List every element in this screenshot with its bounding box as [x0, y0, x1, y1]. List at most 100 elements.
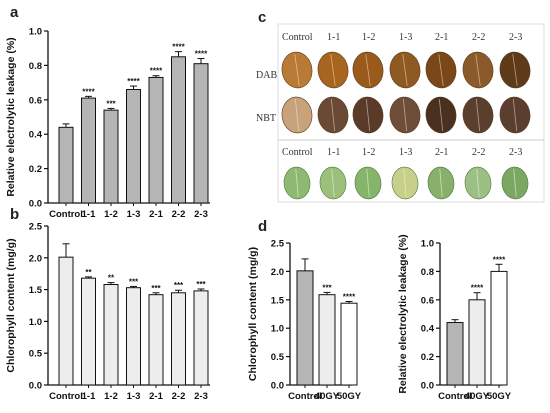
leaf-midrib — [513, 169, 517, 197]
leaf-midrib — [475, 54, 481, 86]
leaf-midrib — [403, 169, 407, 197]
bar — [340, 302, 358, 386]
chart-b: 0.0 0.5 1.0 1.5 2.0 2.5 Chlorophyll content (m… — [5, 222, 210, 402]
x-tick-label: 2-1 — [149, 209, 163, 220]
y-tick-label: 0.2 — [29, 164, 42, 175]
significance-label: *** — [151, 284, 161, 293]
y-tick-label: 1.5 — [29, 285, 43, 296]
y-tick-label: 0.2 — [421, 352, 434, 363]
y-tick-label: 0.6 — [421, 295, 434, 306]
x-tick-label: 2-3 — [194, 209, 208, 220]
y-tick-label: 1.0 — [29, 317, 42, 328]
significance-label: **** — [127, 77, 140, 86]
bar — [58, 126, 74, 204]
bar — [193, 63, 209, 204]
leaf-midrib — [294, 99, 300, 131]
x-tick-label: 1-3 — [127, 209, 141, 220]
photo-column-label: 1-1 — [327, 147, 340, 158]
leaf-midrib — [475, 99, 481, 131]
chart-d1: 0.0 0.5 1.0 1.5 2.0 2.5 Chlorophyll content (m… — [247, 239, 362, 403]
x-tick-label: 1-2 — [104, 209, 118, 220]
photo-column-label: 2-1 — [435, 147, 448, 158]
photo-column-label: 1-3 — [399, 32, 412, 43]
photo-column-label: 2-1 — [435, 32, 448, 43]
leaf-midrib — [512, 54, 518, 86]
chart-a: 0.0 0.2 0.4 0.6 0.8 1.0 Relative electrolytic … — [5, 27, 210, 220]
leaf-midrib — [365, 54, 371, 86]
photo-column-label: 1-3 — [399, 147, 412, 158]
bar — [468, 299, 486, 386]
x-tick-label: 2-2 — [172, 391, 186, 402]
y-tick-label: 2.0 — [271, 267, 284, 278]
leaf-midrib — [402, 99, 408, 131]
x-tick-label: 40GY — [465, 391, 490, 402]
photo-row-label-nbt: NBT — [256, 113, 276, 124]
y-tick-label: 1.0 — [29, 27, 42, 38]
y-tick-label: 0.0 — [29, 381, 42, 392]
x-tick-label: 1-1 — [82, 391, 96, 402]
bar — [148, 294, 164, 386]
leaf-midrib — [366, 169, 370, 197]
leaf-midrib — [476, 169, 480, 197]
leaf-midrib — [365, 99, 371, 131]
panel-label-d: d — [258, 218, 268, 235]
bar — [126, 287, 141, 386]
x-tick-label: 2-2 — [172, 209, 186, 220]
y-tick-label: 0.8 — [29, 61, 42, 72]
y-tick-label: 0.8 — [421, 267, 434, 278]
bar — [103, 284, 119, 386]
significance-label: **** — [195, 50, 208, 59]
significance-label: ** — [85, 268, 92, 277]
x-tick-label: Control — [49, 209, 83, 220]
x-tick-label: 1-3 — [127, 391, 141, 402]
y-tick-label: 0.0 — [271, 381, 284, 392]
photo-row-label-dab: DAB — [256, 70, 277, 81]
x-tick-label: Control — [288, 391, 322, 402]
photo-column-label: 2-3 — [509, 32, 522, 43]
leaf-midrib — [330, 99, 336, 131]
leaf-photo-panel: Control 1-1 1-2 1-3 2-1 2-2 2-3 DAB NBT Control 1-… — [256, 23, 545, 203]
bar — [193, 290, 209, 386]
y-tick-label: 2.5 — [271, 239, 285, 250]
x-tick-label: 2-3 — [194, 391, 208, 402]
y-tick-label: 1.0 — [421, 239, 434, 250]
significance-label: **** — [82, 87, 95, 96]
bar — [171, 56, 186, 204]
bar — [171, 292, 186, 386]
x-tick-label: 2-1 — [149, 391, 163, 402]
y-tick-label: 2.5 — [29, 222, 43, 233]
chart-d2: 0.0 0.2 0.4 0.6 0.8 1.0 Relative electrolytic … — [397, 234, 512, 402]
y-tick-label: 0.4 — [421, 324, 435, 335]
bar — [103, 109, 119, 204]
y-tick-label: 1.0 — [271, 324, 284, 335]
leaf-midrib — [438, 99, 444, 131]
significance-label: **** — [471, 284, 484, 293]
y-axis-title: Relative electrolytic leakage (%) — [5, 37, 17, 196]
leaf-midrib — [295, 169, 299, 197]
bar — [490, 270, 508, 386]
bar — [318, 294, 336, 386]
photo-column-label: 1-2 — [362, 32, 375, 43]
photo-column-label: 1-1 — [327, 32, 340, 43]
bar — [296, 270, 314, 386]
photo-column-label: Control — [282, 147, 313, 158]
x-tick-label: 40GY — [315, 391, 340, 402]
y-axis-title: Relative electrolytic leakage (%) — [397, 234, 409, 393]
bar — [126, 88, 141, 204]
y-tick-label: 2.0 — [29, 253, 42, 264]
y-tick-label: 0.0 — [421, 381, 434, 392]
leaf-midrib — [439, 169, 443, 197]
photo-column-label: 2-2 — [472, 32, 485, 43]
significance-label: **** — [493, 255, 506, 264]
x-tick-label: 1-1 — [82, 209, 96, 220]
y-tick-label: 0.4 — [29, 130, 43, 141]
significance-label: ** — [108, 274, 115, 283]
panel-label-b: b — [10, 206, 20, 223]
y-tick-label: 0.5 — [29, 349, 43, 360]
leaf-midrib — [438, 54, 444, 86]
x-tick-label: 50GY — [487, 391, 512, 402]
y-tick-label: 0.5 — [271, 352, 285, 363]
leaf-midrib — [330, 54, 336, 86]
bar — [81, 97, 96, 204]
leaf-midrib — [402, 54, 408, 86]
